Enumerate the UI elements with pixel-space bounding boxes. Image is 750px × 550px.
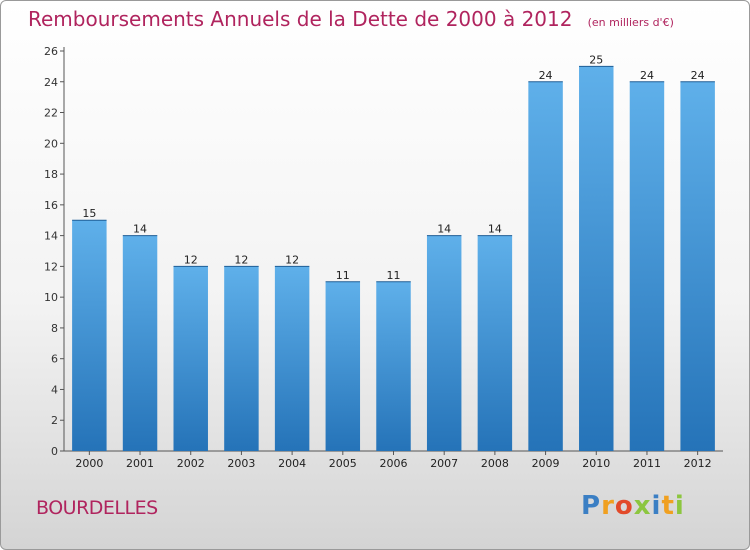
x-tick-label: 2010	[582, 457, 610, 470]
bar	[629, 81, 665, 452]
bar	[325, 281, 361, 451]
brand-letter: r	[601, 491, 615, 521]
y-tick-label: 4	[51, 383, 58, 396]
x-tick-label: 2012	[684, 457, 712, 470]
x-tick-label: 2008	[481, 457, 509, 470]
brand-letter: i	[651, 491, 662, 521]
chart-title: Remboursements Annuels de la Dette de 20…	[28, 7, 573, 31]
value-label: 15	[82, 207, 96, 220]
value-label: 11	[336, 269, 350, 282]
labels: 15 2000 14 2001 12 2002 12 2003 12 2004 11 2005 11 20…	[75, 53, 711, 470]
x-tick-label: 2007	[430, 457, 458, 470]
y-tick-label: 6	[51, 353, 58, 366]
value-label: 14	[488, 223, 502, 236]
y-tick-label: 2	[51, 414, 58, 427]
y-tick-label: 14	[44, 230, 58, 243]
bar	[528, 81, 563, 452]
y-tick-label: 26	[44, 45, 58, 58]
x-tick-label: 2009	[532, 457, 560, 470]
brand-letter: P	[581, 491, 602, 521]
y-tick-label: 24	[44, 76, 58, 89]
title-row: Remboursements Annuels de la Dette de 20…	[28, 7, 674, 31]
value-label: 12	[184, 253, 198, 266]
brand-letter: o	[614, 491, 634, 521]
bar	[426, 235, 462, 451]
brand-letter: i	[674, 491, 685, 521]
bar	[274, 266, 310, 451]
y-tick-label: 0	[51, 445, 58, 458]
value-label: 14	[133, 223, 147, 236]
bar	[680, 81, 715, 452]
value-label: 24	[640, 69, 654, 82]
x-tick-label: 2002	[177, 457, 205, 470]
value-label: 12	[234, 253, 248, 266]
bar	[72, 220, 107, 451]
value-label: 12	[285, 253, 299, 266]
value-label: 11	[387, 269, 401, 282]
x-tick-label: 2011	[633, 457, 661, 470]
brand-logo: Proxiti	[581, 491, 685, 521]
city-label: BOURDELLES	[36, 497, 158, 519]
x-tick-label: 2004	[278, 457, 306, 470]
y-tick-label: 22	[44, 107, 58, 120]
chart-unit: (en milliers d'€)	[587, 16, 674, 29]
y-tick-label: 8	[51, 322, 58, 335]
bar	[376, 281, 411, 451]
value-label: 25	[589, 53, 603, 66]
bar	[579, 66, 614, 451]
bar	[122, 235, 158, 451]
bar	[477, 235, 513, 451]
bar	[224, 266, 259, 451]
y-tick-label: 16	[44, 199, 58, 212]
value-label: 24	[539, 69, 553, 82]
x-tick-label: 2005	[329, 457, 357, 470]
brand-letter: x	[633, 491, 652, 521]
y-tick-label: 20	[44, 137, 58, 150]
x-tick-label: 2003	[227, 457, 255, 470]
bar	[173, 266, 208, 451]
y-tick-label: 12	[44, 260, 58, 273]
value-label: 24	[691, 69, 705, 82]
y-tick-label: 18	[44, 168, 58, 181]
bars	[72, 65, 715, 452]
x-tick-label: 2006	[380, 457, 408, 470]
x-tick-label: 2000	[75, 457, 103, 470]
y-tick-label: 10	[44, 291, 58, 304]
x-tick-label: 2001	[126, 457, 154, 470]
value-label: 14	[437, 223, 451, 236]
brand-letter: t	[661, 491, 675, 521]
